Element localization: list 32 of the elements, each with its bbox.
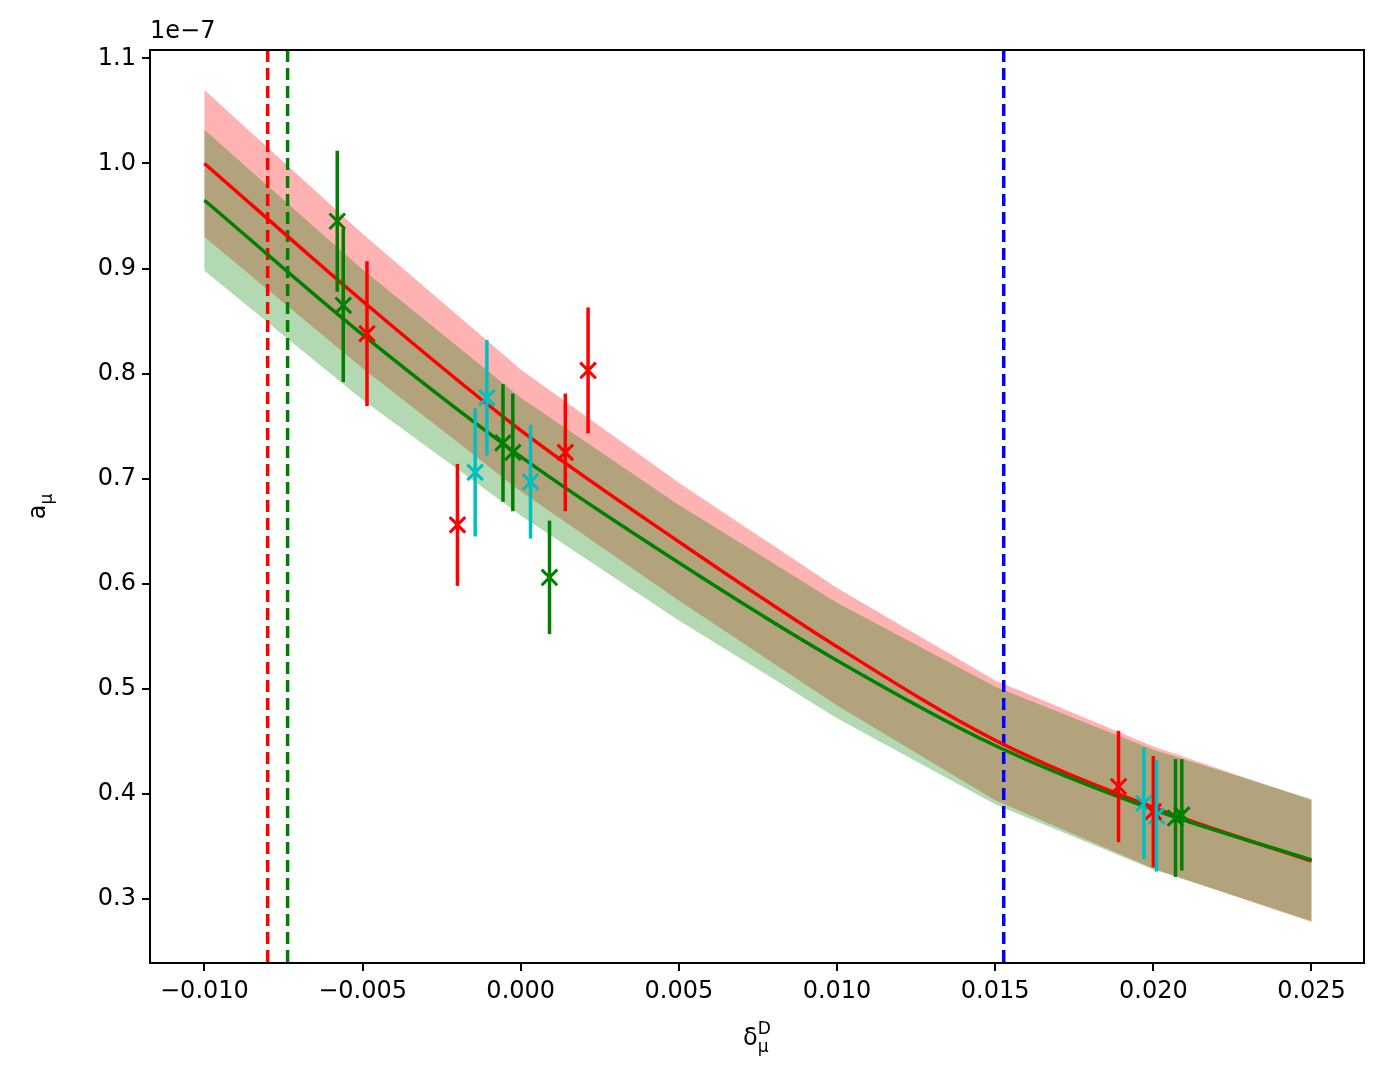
y-tick-label: 0.5 — [97, 673, 136, 702]
x-tick-label: −0.005 — [318, 975, 407, 1004]
y-tick-label: 0.6 — [97, 567, 136, 596]
x-tick-label: 0.005 — [644, 975, 714, 1004]
point — [1172, 805, 1192, 825]
x-tick-label: −0.010 — [159, 975, 249, 1004]
point — [556, 443, 575, 462]
x-tick-label: 0.025 — [1277, 975, 1346, 1004]
point — [465, 463, 485, 482]
y-tick-label: 0.4 — [97, 778, 136, 807]
y-tick-label: 0.8 — [97, 357, 136, 386]
y-tick-label: 0.3 — [97, 883, 136, 912]
point — [503, 443, 523, 462]
y-tick-label: 0.9 — [97, 252, 136, 281]
x-tick-label: 0.010 — [802, 975, 872, 1004]
point — [1109, 777, 1128, 796]
y-tick-label: 1.0 — [97, 147, 136, 176]
point — [357, 324, 377, 343]
y-axis-title: aμ — [23, 493, 57, 520]
point — [448, 515, 467, 535]
y-tick-label: 0.7 — [97, 462, 136, 491]
point — [578, 361, 598, 380]
text: 1e−7 — [150, 16, 216, 45]
point — [540, 568, 559, 587]
x-tick-label: 0.000 — [486, 975, 556, 1004]
x-tick-label: 0.020 — [1118, 975, 1188, 1004]
point — [521, 472, 540, 492]
x-tick-label: 0.015 — [960, 975, 1030, 1004]
point — [493, 433, 513, 453]
y-tick-label: 1.1 — [97, 42, 136, 71]
point — [333, 296, 353, 315]
point — [327, 211, 347, 231]
